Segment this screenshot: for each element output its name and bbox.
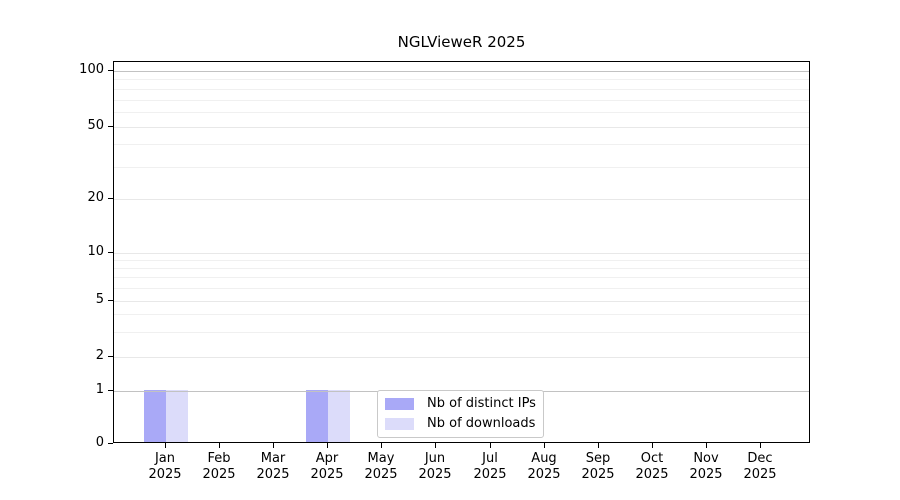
x-axis-tick-jan bbox=[165, 443, 166, 448]
x-axis-label-jan: Jan 2025 bbox=[134, 451, 196, 482]
x-axis-tick-jun bbox=[435, 443, 436, 448]
x-axis-label-month: Oct bbox=[640, 451, 664, 466]
x-axis-label-month: Jul bbox=[482, 451, 498, 466]
gridline-20 bbox=[114, 199, 809, 200]
gridline-minor bbox=[114, 288, 809, 289]
x-axis-label-month: Dec bbox=[747, 451, 773, 466]
x-axis-tick-sep bbox=[598, 443, 599, 448]
legend-item-downloads: Nb of downloads bbox=[385, 416, 536, 432]
gridline-minor bbox=[114, 79, 809, 80]
x-axis-tick-jul bbox=[490, 443, 491, 448]
y-axis-label-2: 2 bbox=[95, 348, 104, 363]
y-axis-label-20: 20 bbox=[87, 190, 104, 205]
y-axis-label-5: 5 bbox=[95, 292, 104, 307]
x-axis-tick-oct bbox=[652, 443, 653, 448]
legend-label-downloads: Nb of downloads bbox=[427, 416, 536, 431]
x-axis-label-year: 2025 bbox=[473, 466, 507, 482]
x-axis-label-month: Aug bbox=[531, 451, 557, 466]
gridline-minor bbox=[114, 144, 809, 145]
gridline-minor bbox=[114, 268, 809, 269]
gridline-minor bbox=[114, 314, 809, 315]
legend-item-distinct-ips: Nb of distinct IPs bbox=[385, 396, 536, 412]
plot-area bbox=[113, 61, 810, 443]
x-axis-label-month: Jun bbox=[424, 451, 446, 466]
bar-distinct-ips-apr bbox=[306, 389, 329, 442]
x-axis-label-month: May bbox=[367, 451, 395, 466]
legend-swatch-distinct-ips-icon bbox=[385, 398, 414, 410]
y-axis-tick-20 bbox=[108, 198, 113, 199]
chart-title: NGLVieweR 2025 bbox=[397, 33, 526, 51]
y-axis-label-100: 100 bbox=[79, 62, 104, 77]
x-axis-label-month: Apr bbox=[315, 451, 339, 466]
x-axis-label-year: 2025 bbox=[310, 466, 344, 482]
legend-swatch-downloads-icon bbox=[385, 418, 414, 430]
x-axis-label-nov: Nov 2025 bbox=[675, 451, 737, 482]
y-axis-label-50: 50 bbox=[87, 118, 104, 133]
x-axis-tick-apr bbox=[327, 443, 328, 448]
x-axis-label-sep: Sep 2025 bbox=[567, 451, 629, 482]
x-axis-label-month: Feb bbox=[207, 451, 231, 466]
y-axis-tick-100 bbox=[108, 70, 113, 71]
x-axis-label-year: 2025 bbox=[635, 466, 669, 482]
gridline-2 bbox=[114, 357, 809, 358]
x-axis-label-year: 2025 bbox=[418, 466, 452, 482]
bar-distinct-ips-jan bbox=[144, 389, 166, 442]
bar-downloads-jan bbox=[166, 389, 188, 442]
x-axis-label-year: 2025 bbox=[689, 466, 723, 482]
x-axis-label-jun: Jun 2025 bbox=[404, 451, 466, 482]
x-axis-tick-nov bbox=[706, 443, 707, 448]
x-axis-tick-dec bbox=[760, 443, 761, 448]
x-axis-tick-mar bbox=[273, 443, 274, 448]
gridline-minor bbox=[114, 260, 809, 261]
legend: Nb of distinct IPs Nb of downloads bbox=[377, 390, 544, 438]
y-axis-tick-10 bbox=[108, 252, 113, 253]
y-axis-label-1: 1 bbox=[95, 382, 104, 397]
gridline-100 bbox=[114, 71, 809, 72]
x-axis-label-year: 2025 bbox=[256, 466, 290, 482]
x-axis-label-year: 2025 bbox=[364, 466, 398, 482]
x-axis-label-year: 2025 bbox=[202, 466, 236, 482]
x-axis-label-feb: Feb 2025 bbox=[188, 451, 250, 482]
x-axis-label-year: 2025 bbox=[148, 466, 182, 482]
y-axis-tick-5 bbox=[108, 300, 113, 301]
x-axis-label-month: Mar bbox=[260, 451, 286, 466]
gridline-5 bbox=[114, 301, 809, 302]
x-axis-label-month: Sep bbox=[585, 451, 611, 466]
y-axis-tick-0 bbox=[108, 443, 113, 444]
y-axis-label-10: 10 bbox=[87, 244, 104, 259]
gridline-minor bbox=[114, 277, 809, 278]
gridline-10 bbox=[114, 253, 809, 254]
x-axis-tick-feb bbox=[219, 443, 220, 448]
x-axis-label-jul: Jul 2025 bbox=[459, 451, 521, 482]
x-axis-label-year: 2025 bbox=[581, 466, 615, 482]
gridline-minor bbox=[114, 100, 809, 101]
x-axis-label-apr: Apr 2025 bbox=[296, 451, 358, 482]
x-axis-label-oct: Oct 2025 bbox=[621, 451, 683, 482]
x-axis-label-year: 2025 bbox=[743, 466, 777, 482]
x-axis-label-aug: Aug 2025 bbox=[513, 451, 575, 482]
x-axis-label-may: May 2025 bbox=[350, 451, 412, 482]
y-axis-tick-50 bbox=[108, 126, 113, 127]
gridline-minor bbox=[114, 332, 809, 333]
x-axis-label-year: 2025 bbox=[527, 466, 561, 482]
legend-label-distinct-ips: Nb of distinct IPs bbox=[427, 396, 536, 411]
x-axis-label-mar: Mar 2025 bbox=[242, 451, 304, 482]
y-axis-label-0: 0 bbox=[95, 435, 104, 450]
x-axis-label-dec: Dec 2025 bbox=[729, 451, 791, 482]
gridline-50 bbox=[114, 127, 809, 128]
x-axis-label-month: Jan bbox=[154, 451, 176, 466]
gridline-minor bbox=[114, 112, 809, 113]
x-axis-tick-may bbox=[381, 443, 382, 448]
gridline-minor bbox=[114, 89, 809, 90]
y-axis-tick-1 bbox=[108, 390, 113, 391]
gridline-minor bbox=[114, 167, 809, 168]
y-axis-tick-2 bbox=[108, 356, 113, 357]
x-axis-label-month: Nov bbox=[693, 451, 719, 466]
bar-downloads-apr bbox=[328, 389, 351, 442]
x-axis-tick-aug bbox=[544, 443, 545, 448]
